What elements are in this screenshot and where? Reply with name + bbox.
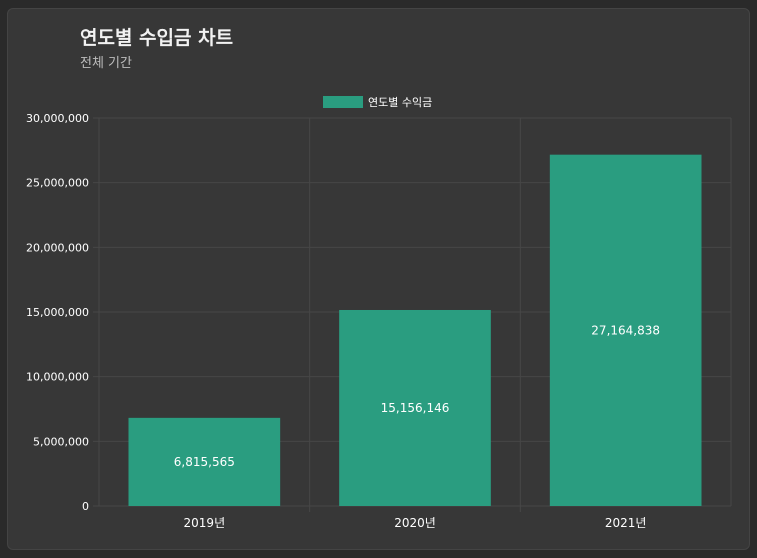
bar [549, 154, 702, 506]
y-tick-label: 15,000,000 [26, 306, 89, 319]
legend-label[interactable]: 연도별 수익금 [368, 96, 432, 109]
legend-swatch[interactable] [323, 96, 363, 108]
bar-value-label: 6,815,565 [174, 455, 235, 469]
bar-value-label: 27,164,838 [591, 323, 660, 337]
x-tick-label: 2020년 [394, 516, 436, 530]
legend[interactable]: 연도별 수익금 [323, 96, 432, 109]
data-labels: 6,815,565 15,156,146 27,164,838 [174, 323, 660, 469]
chart-subtitle: 전체 기간 [80, 56, 132, 71]
bar [128, 417, 281, 506]
y-tick-label: 25,000,000 [26, 177, 89, 190]
y-tick-label: 30,000,000 [26, 112, 89, 125]
y-axis-ticks: 0 5,000,000 10,000,000 15,000,000 20,000,000… [26, 112, 89, 513]
bar [339, 309, 491, 506]
chart-title: 연도별 수입금 차트 [80, 27, 234, 49]
y-tick-label: 20,000,000 [26, 241, 89, 254]
y-tick-label: 10,000,000 [26, 371, 89, 384]
bars [128, 154, 702, 506]
y-tick-label: 0 [82, 500, 89, 513]
x-axis-ticks: 2019년 2020년 2021년 [184, 516, 647, 530]
x-tick-label: 2019년 [184, 516, 226, 530]
bar-value-label: 15,156,146 [381, 401, 450, 415]
x-tick-label: 2021년 [605, 516, 647, 530]
y-tick-label: 5,000,000 [33, 435, 89, 448]
